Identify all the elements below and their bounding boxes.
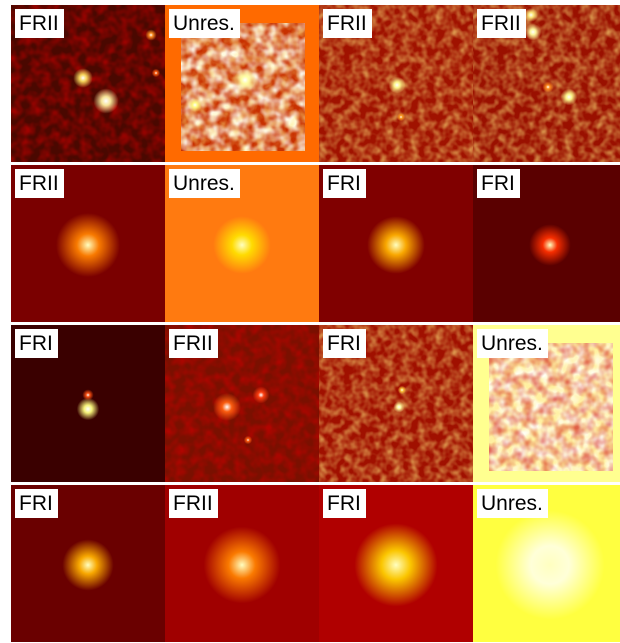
image-panel: FRI bbox=[11, 485, 165, 642]
panel-label: Unres. bbox=[477, 489, 548, 518]
panel-label: FRII bbox=[323, 9, 372, 38]
panel-label: FRI bbox=[477, 169, 520, 198]
image-panel: FRII bbox=[319, 5, 473, 162]
image-panel: FRI bbox=[11, 325, 165, 482]
image-panel: FRII bbox=[11, 5, 165, 162]
image-panel: FRI bbox=[319, 485, 473, 642]
image-panel: Unres. bbox=[165, 165, 319, 322]
image-panel: FRI bbox=[319, 325, 473, 482]
panel-label: FRI bbox=[15, 329, 58, 358]
image-panel: Unres. bbox=[473, 325, 620, 482]
image-panel: FRI bbox=[319, 165, 473, 322]
panel-label: FRII bbox=[15, 9, 64, 38]
image-panel: FRII bbox=[165, 325, 319, 482]
panel-label: FRII bbox=[15, 169, 64, 198]
panel-label: Unres. bbox=[169, 169, 240, 198]
panel-label: FRII bbox=[169, 489, 218, 518]
image-panel: FRII bbox=[165, 485, 319, 642]
panel-label: FRII bbox=[477, 9, 526, 38]
image-panel: Unres. bbox=[473, 485, 620, 642]
panel-label: FRI bbox=[323, 329, 366, 358]
panel-label: FRI bbox=[323, 489, 366, 518]
image-panel: FRI bbox=[473, 165, 620, 322]
image-panel: FRII bbox=[473, 5, 620, 162]
image-panel: Unres. bbox=[165, 5, 319, 162]
image-panel: FRII bbox=[11, 165, 165, 322]
figure: FRII Unres. FRII FRII FRII Unres. FRI FRI FRI FRI… bbox=[0, 0, 620, 643]
panel-label: FRII bbox=[169, 329, 218, 358]
panel-label: FRI bbox=[323, 169, 366, 198]
panel-label: FRI bbox=[15, 489, 58, 518]
panel-label: Unres. bbox=[169, 9, 240, 38]
panel-label: Unres. bbox=[477, 329, 548, 358]
